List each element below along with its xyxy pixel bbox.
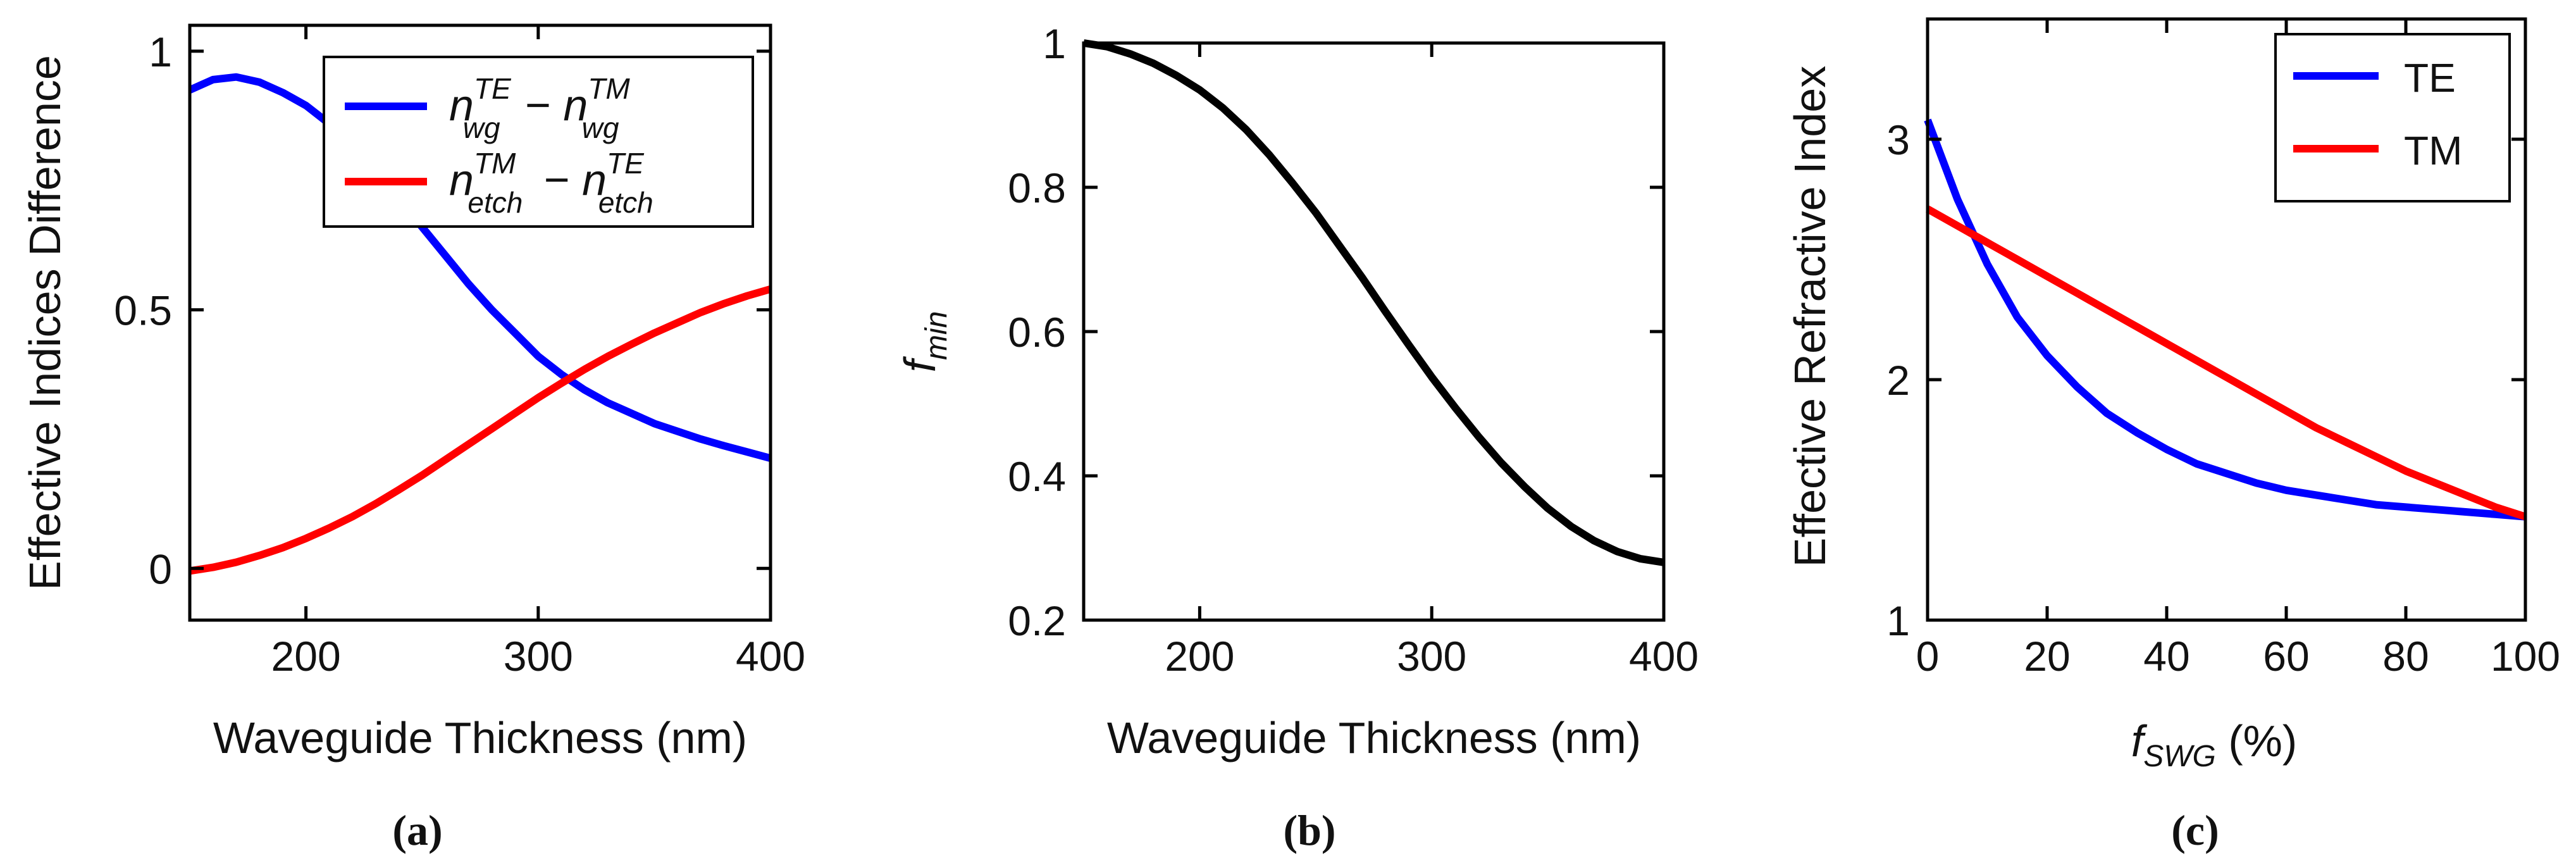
panel-c-x-axis-unit: (%) xyxy=(2216,716,2297,766)
legend-n-symbol: n xyxy=(582,155,607,204)
panel-c-legend: TE TM xyxy=(2274,33,2511,202)
legend-subscript: etch xyxy=(468,186,523,219)
panel-a-ticks: 200 300 400 0 0.5 1 xyxy=(114,25,805,680)
legend-superscript: TM xyxy=(588,72,630,105)
legend-n-symbol: n xyxy=(449,80,474,130)
legend-minus: − xyxy=(531,155,582,204)
panel-c-y-tick-label: 3 xyxy=(1886,116,1910,163)
panel-a-x-tick-label: 400 xyxy=(736,633,805,680)
panel-b-plot-layer xyxy=(1083,39,1664,566)
panel-c-legend-label-tm: TM xyxy=(2404,128,2462,173)
panel-a-plot-frame xyxy=(188,23,772,622)
panel-a-series-line-0 xyxy=(188,73,772,462)
panel-a-legend-entry-te-tm: nTE wg − nTM wg xyxy=(449,72,630,144)
legend-subscript: wg xyxy=(582,111,619,144)
panel-c-y-tick-label: 2 xyxy=(1886,357,1910,404)
panel-a-legend-box xyxy=(323,56,754,228)
panel-c-legend-box xyxy=(2274,33,2511,202)
panel-a-y-tick-label: 0.5 xyxy=(114,287,172,334)
panel-c: 0 20 40 60 80 100 1 2 3 fSWG (%) Effective Refra… xyxy=(1785,17,2560,854)
panel-c-x-tick-label: 0 xyxy=(1916,633,1940,680)
panel-c-x-tick-label: 60 xyxy=(2263,633,2309,680)
legend-subscript: wg xyxy=(463,111,500,144)
panel-a-y-tick-label: 0 xyxy=(149,545,172,592)
panel-b-series-line-0 xyxy=(1083,39,1664,566)
panel-b-y-tick-label: 0.2 xyxy=(1008,597,1066,644)
panel-c-y-axis-label: Effective Refractive Index xyxy=(1785,66,1835,567)
panel-c-legend-label-te: TE xyxy=(2404,55,2456,101)
panel-a-x-axis-label: Waveguide Thickness (nm) xyxy=(213,713,747,762)
panel-c-series-line-1 xyxy=(1926,205,2527,521)
legend-minus: − xyxy=(513,80,564,130)
panel-b-y-tick-label: 0.8 xyxy=(1008,165,1066,211)
panel-a-y-tick-label: 1 xyxy=(149,28,172,75)
panel-c-plot-frame xyxy=(1926,17,2527,622)
panel-c-ticks: 0 20 40 60 80 100 1 2 3 xyxy=(1886,19,2560,680)
legend-n-symbol: n xyxy=(563,80,588,130)
panel-b-x-axis-label: Waveguide Thickness (nm) xyxy=(1107,713,1641,762)
panel-a-y-axis-label: Effective Indices Difference xyxy=(20,55,70,590)
panel-b-sub-label: (b) xyxy=(1283,806,1335,854)
panel-c-x-tick-label: 20 xyxy=(2024,633,2070,680)
legend-superscript: TE xyxy=(607,147,645,180)
legend-superscript: TM xyxy=(474,147,516,180)
panel-c-sub-label: (c) xyxy=(2171,806,2219,854)
panel-b-y-tick-label: 0.6 xyxy=(1008,309,1066,356)
legend-superscript: TE xyxy=(474,72,512,105)
panel-b-y-tick-label: 1 xyxy=(1043,20,1066,67)
panel-b-y-tick-label: 0.4 xyxy=(1008,453,1066,500)
panel-b-x-tick-label: 400 xyxy=(1629,633,1699,680)
panel-b-x-tick-label: 200 xyxy=(1165,633,1234,680)
panel-c-plot-layer xyxy=(1924,118,2527,521)
panel-b-y-axis-subscript: min xyxy=(920,311,953,360)
panel-a-plot-layer xyxy=(188,73,772,575)
panel-c-x-axis-subscript: SWG xyxy=(2143,740,2216,773)
panel-b-x-tick-label: 300 xyxy=(1397,633,1466,680)
panel-c-x-axis-label: fSWG (%) xyxy=(2131,716,2297,773)
panel-c-series-line-0 xyxy=(1924,118,2526,521)
panel-a-x-tick-label: 300 xyxy=(504,633,573,680)
panel-c-x-tick-label: 80 xyxy=(2382,633,2429,680)
legend-subscript: etch xyxy=(598,186,653,219)
panel-a-x-tick-label: 200 xyxy=(271,633,341,680)
panel-a-legend-entry-tm-te: nTM etch − nTE etch xyxy=(449,147,653,219)
panel-c-x-tick-label: 100 xyxy=(2491,633,2560,680)
panel-a-legend: nTE wg − nTM wg nTM etch − nTE etch xyxy=(323,56,754,228)
legend-n-symbol: n xyxy=(449,155,474,204)
panel-c-x-tick-label: 40 xyxy=(2143,633,2189,680)
panel-c-y-tick-label: 1 xyxy=(1886,597,1910,644)
panel-b: 200 300 400 0.2 0.4 0.6 0.8 1 Waveguide Thickne… xyxy=(895,20,1699,854)
panel-a-sub-label: (a) xyxy=(392,806,442,854)
panel-b-ticks: 200 300 400 0.2 0.4 0.6 0.8 1 xyxy=(1008,20,1699,680)
panel-a-series-line-1 xyxy=(189,285,772,575)
panel-b-y-axis-label: fmin xyxy=(895,311,953,373)
